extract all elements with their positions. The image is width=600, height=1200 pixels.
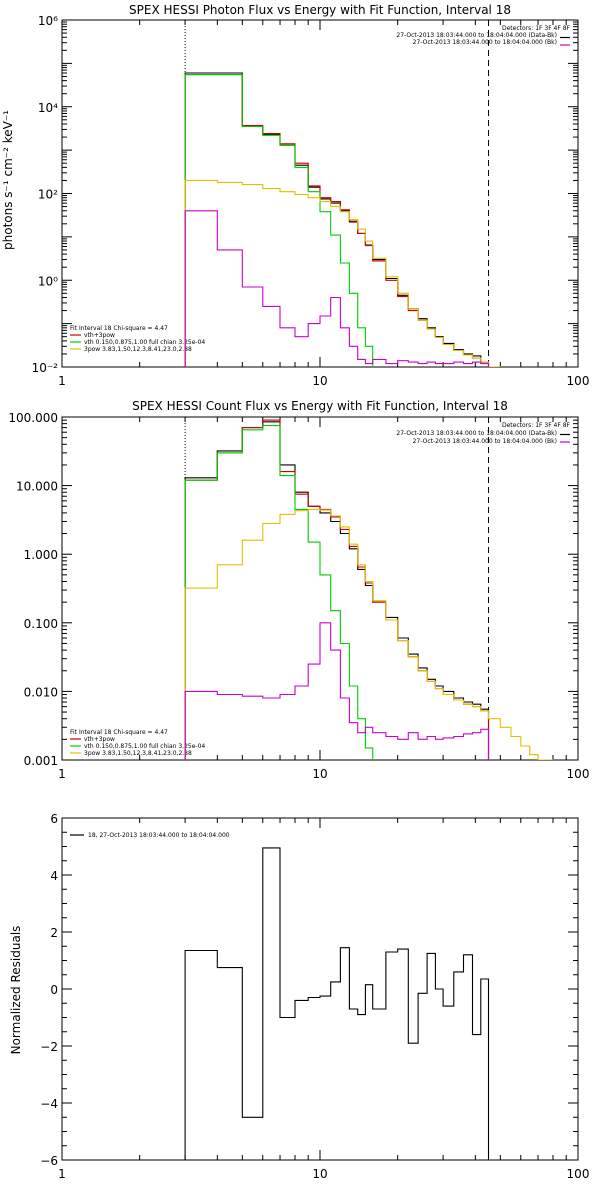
y-tick-label: 0 <box>50 983 58 997</box>
series-vth <box>184 74 374 367</box>
y-tick-label: 10.000 <box>16 480 58 494</box>
legend-bottom-line: vth+3pow <box>84 332 115 339</box>
series-3pow <box>184 508 554 760</box>
y-tick-label: 1.000 <box>24 548 58 562</box>
y-tick-label: 6 <box>50 812 58 826</box>
y-axis-label: Normalized Residuals <box>9 926 23 1055</box>
x-tick-label: 100 <box>567 1167 590 1181</box>
residuals-panel: Normalized Residuals 18, 27-Oct-2013 18:… <box>9 812 590 1181</box>
y-tick-label: 0.100 <box>24 617 58 631</box>
x-tick-label: 100 <box>567 767 590 781</box>
panel-title: SPEX HESSI Photon Flux vs Energy with Fi… <box>129 3 511 17</box>
series-vth-3pow <box>184 74 490 367</box>
y-tick-label: 100.000 <box>8 411 58 425</box>
count-flux-panel: SPEX HESSI Count Flux vs Energy with Fit… <box>8 399 589 781</box>
y-tick-label: 10² <box>38 188 58 202</box>
legend-bottom-line: vth 0.150,0.875,1.00 full chian 3.25e-04 <box>84 339 205 346</box>
x-tick-label: 10 <box>312 767 327 781</box>
series-data-bk <box>184 72 490 367</box>
x-tick-label: 10 <box>312 374 327 388</box>
series-data-bk <box>184 421 490 760</box>
y-tick-label: 10⁶ <box>38 14 58 28</box>
plot-frame <box>61 817 579 1161</box>
y-tick-label: 4 <box>50 869 58 883</box>
y-tick-label: 2 <box>50 926 58 940</box>
legend-bottom-line: vth+3pow <box>84 736 115 743</box>
series-bk <box>184 210 490 367</box>
x-tick-label: 1 <box>58 1167 66 1181</box>
series-3pow <box>184 179 501 367</box>
series-bk <box>184 622 490 760</box>
series-vth-3pow <box>184 419 490 760</box>
x-tick-label: 1 <box>58 374 66 388</box>
legend-bottom-line: 3pow 3.83,1.50,12.3,8.41,23.0,2.88 <box>84 750 192 757</box>
legend-top-line: 27-Oct-2013 18:03:44.000 to 18:04:04.000… <box>413 39 557 46</box>
legend-bottom-line: Fit Interval 18 Chi-square = 4.47 <box>70 729 168 736</box>
photon-flux-panel: SPEX HESSI Photon Flux vs Energy with Fi… <box>1 3 589 388</box>
y-tick-label: 0.001 <box>24 754 58 768</box>
legend-top-line: 27-Oct-2013 18:03:44.000 to 18:04:04.000… <box>413 438 557 445</box>
legend-bottom-line: 3pow 3.83,1.50,12.3,8.41,23.0,2.88 <box>84 346 192 353</box>
x-tick-label: 10 <box>312 1167 327 1181</box>
legend-bottom-line: Fit Interval 18 Chi-square = 4.47 <box>70 325 168 332</box>
plot-frame <box>61 416 579 761</box>
legend-top-line: Detectors: 1F 3F 4F 8F <box>502 422 571 429</box>
x-tick-label: 1 <box>58 767 66 781</box>
y-axis-label: photons s⁻¹ cm⁻² keV⁻¹ <box>1 110 15 250</box>
legend-top-line: 27-Oct-2013 18:03:44.000 to 18:04:04.000… <box>396 32 557 39</box>
y-tick-label: 10⁴ <box>38 101 58 115</box>
y-tick-label: −4 <box>40 1097 58 1111</box>
legend-top-line: 18, 27-Oct-2013 18:03:44.000 to 18:04:04… <box>88 832 230 839</box>
panel-title: SPEX HESSI Count Flux vs Energy with Fit… <box>132 399 508 413</box>
legend-top-line: 27-Oct-2013 18:03:44.000 to 18:04:04.000… <box>396 430 557 437</box>
y-tick-label: 10⁰ <box>38 274 58 288</box>
y-tick-label: −6 <box>40 1154 58 1168</box>
y-tick-label: −2 <box>40 1040 58 1054</box>
y-tick-label: 0.010 <box>24 685 58 699</box>
series-vth <box>184 425 374 760</box>
series-18 <box>184 847 490 1160</box>
legend-bottom-line: vth 0.150,0.875,1.00 full chian 3.25e-04 <box>84 743 205 750</box>
legend-top-line: Detectors: 1F 3F 4F 8F <box>502 25 571 32</box>
x-tick-label: 100 <box>567 374 590 388</box>
y-tick-label: 10⁻² <box>32 361 59 375</box>
